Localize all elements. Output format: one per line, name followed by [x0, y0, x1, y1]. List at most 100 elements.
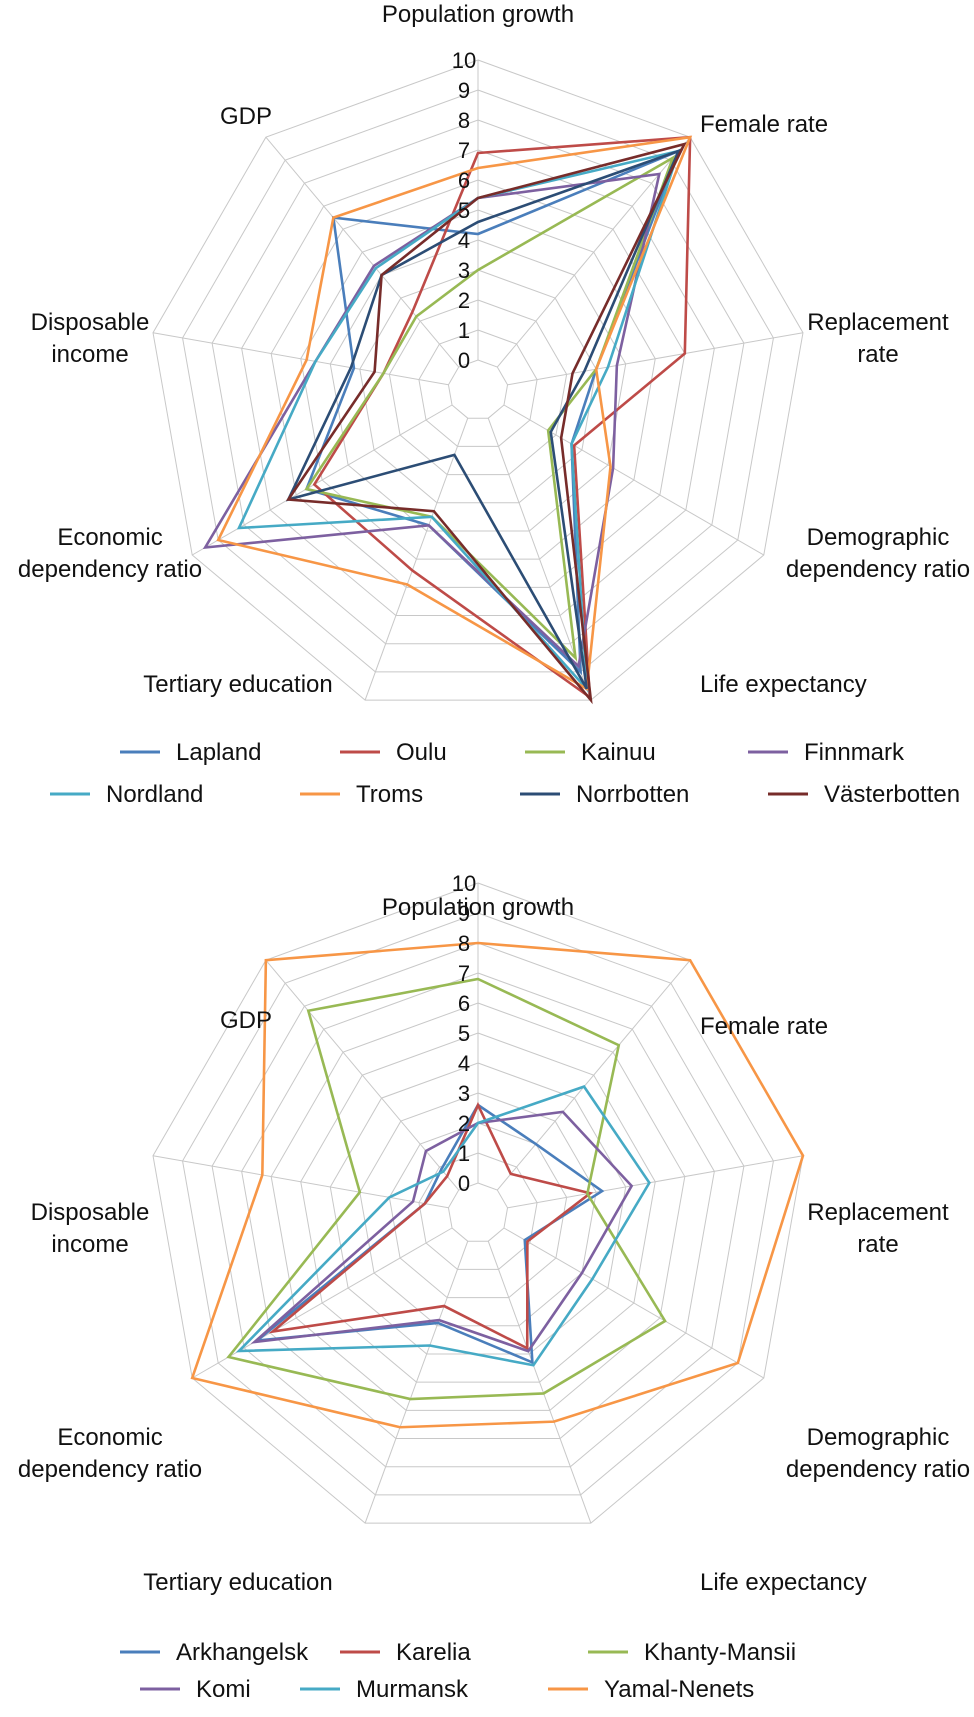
grid-spoke: [507, 1155, 804, 1209]
tick-label: 6: [458, 991, 470, 1016]
series-khanty-mansii: [226, 977, 667, 1401]
grid-spoke: [152, 332, 449, 386]
grid-ring: [211, 942, 745, 1468]
grid-spoke: [191, 1227, 453, 1379]
legend-label: Kainuu: [581, 739, 656, 766]
series-komi: [250, 1110, 634, 1353]
legend-item: Arkhangelsk: [120, 1639, 309, 1666]
tick-label: 8: [458, 108, 470, 133]
axis-label: dependency ratio: [786, 556, 970, 583]
tick-label: 7: [458, 961, 470, 986]
axis-label: rate: [857, 341, 898, 368]
axis-label: Economic: [57, 524, 162, 551]
grid-spoke: [503, 404, 765, 556]
axis-label: dependency ratio: [18, 556, 202, 583]
tick-label: 0: [458, 1171, 470, 1196]
legend-item: Västerbotten: [768, 781, 960, 808]
legend-item: Nordland: [50, 781, 203, 808]
legend-item: Norrbotten: [520, 781, 689, 808]
axis-label: income: [51, 341, 128, 368]
grid-spoke: [503, 1227, 765, 1379]
axis-label: Economic: [57, 1424, 162, 1451]
grid-ring: [418, 1152, 538, 1270]
series-yamal-nenets: [190, 941, 805, 1429]
tick-label: 8: [458, 931, 470, 956]
legend-item: Troms: [300, 781, 423, 808]
tick-label: 9: [458, 78, 470, 103]
tick-label: 1: [458, 318, 470, 343]
legend-item: Lapland: [120, 739, 261, 766]
series-arkhangelsk: [253, 1103, 605, 1365]
legend-item: Kainuu: [525, 739, 656, 766]
legend-item: Karelia: [340, 1639, 471, 1666]
grid-ring: [359, 1092, 597, 1327]
tick-label: 0: [458, 348, 470, 373]
legend-label: Troms: [356, 781, 423, 808]
grid-spoke: [507, 332, 804, 386]
legend-item: Khanty-Mansii: [588, 1639, 796, 1666]
axis-label: Life expectancy: [700, 671, 867, 698]
grid-ring: [270, 1002, 686, 1411]
tick-label: 1: [458, 1141, 470, 1166]
legend-label: Norrbotten: [576, 781, 689, 808]
tick-label: 7: [458, 138, 470, 163]
tick-label: 5: [458, 198, 470, 223]
tick-label: 5: [458, 1021, 470, 1046]
legend-item: Murmansk: [300, 1676, 469, 1703]
axis-label: GDP: [220, 1007, 272, 1034]
axis-label: Female rate: [700, 1013, 828, 1040]
radar-chart-nordic: 0 1 2 3 4 5 6 7 8 9 10 Population growth Female rat…: [18, 1, 970, 808]
axis-label: dependency ratio: [786, 1456, 970, 1483]
axis-label: Demographic: [807, 524, 950, 551]
axis-label: rate: [857, 1231, 898, 1258]
series-troms: [216, 135, 693, 691]
axis-label: Tertiary education: [143, 671, 332, 698]
grid-spoke: [364, 418, 469, 701]
grid-ring: [300, 209, 656, 560]
grid-spoke: [152, 1155, 449, 1209]
legend-label: Lapland: [176, 739, 261, 766]
grid-spoke: [364, 1241, 469, 1524]
axis-label: Disposable: [31, 309, 150, 336]
tick-label: 3: [458, 258, 470, 283]
axis-label: income: [51, 1231, 128, 1258]
axis-label: dependency ratio: [18, 1456, 202, 1483]
axis-label: Disposable: [31, 1199, 150, 1226]
axis-label: Female rate: [700, 111, 828, 138]
axis-label: Life expectancy: [700, 1569, 867, 1596]
axis-label: Demographic: [807, 1424, 950, 1451]
grid-ring: [359, 269, 597, 504]
grid-ring: [418, 329, 538, 447]
legend-label: Finnmark: [804, 739, 905, 766]
tick-label: 3: [458, 1081, 470, 1106]
axis-label: Population growth: [382, 1, 574, 28]
tick-label: 10: [452, 871, 476, 896]
grid-ring: [152, 59, 804, 701]
grid-spoke: [496, 959, 691, 1191]
tick-label: 4: [458, 228, 470, 253]
axis-label: Population growth: [382, 894, 574, 921]
grid-spoke: [265, 959, 460, 1191]
grid-ring: [447, 359, 509, 419]
legend-label: Oulu: [396, 739, 447, 766]
legend-label: Murmansk: [356, 1676, 469, 1703]
legend-item: Komi: [140, 1676, 251, 1703]
grid-ring: [241, 149, 715, 617]
tick-label: 2: [458, 288, 470, 313]
legend-item: Yamal-Nenets: [548, 1676, 754, 1703]
grid-spoke: [487, 1241, 592, 1524]
axis-label: Replacement: [807, 1199, 949, 1226]
grid-ring: [447, 1182, 509, 1242]
series-murmansk: [235, 1085, 651, 1367]
axis-label: Replacement: [807, 309, 949, 336]
tick-label: 6: [458, 168, 470, 193]
legend-label: Nordland: [106, 781, 203, 808]
axis-label: Tertiary education: [143, 1569, 332, 1596]
grid-ring: [270, 179, 686, 588]
grid-ring: [388, 299, 568, 476]
series-norrbotten: [285, 148, 681, 690]
grid-spoke: [265, 136, 460, 368]
legend-label: Komi: [196, 1676, 251, 1703]
tick-label: 9: [458, 901, 470, 926]
